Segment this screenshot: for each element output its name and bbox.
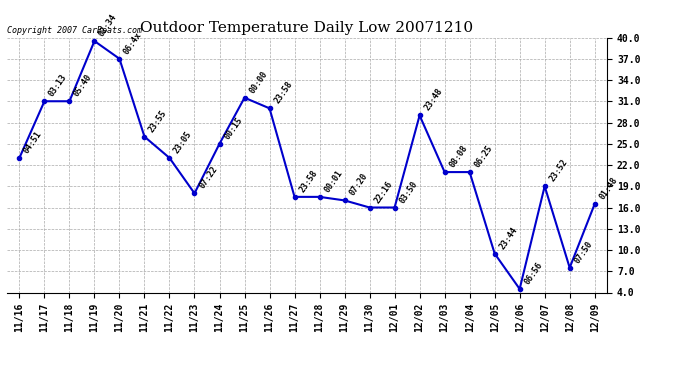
Text: 23:05: 23:05 — [172, 129, 194, 155]
Text: 07:20: 07:20 — [347, 172, 369, 198]
Text: 00:01: 00:01 — [322, 168, 344, 194]
Text: 03:13: 03:13 — [47, 73, 69, 99]
Text: 03:50: 03:50 — [397, 179, 419, 205]
Text: 07:22: 07:22 — [197, 165, 219, 190]
Text: 04:51: 04:51 — [22, 129, 44, 155]
Text: 23:58: 23:58 — [273, 80, 294, 105]
Text: 22:16: 22:16 — [373, 179, 394, 205]
Text: 23:58: 23:58 — [297, 168, 319, 194]
Text: 00:00: 00:00 — [247, 69, 269, 95]
Text: 06:56: 06:56 — [522, 261, 544, 286]
Text: Copyright 2007 CarBeats.com: Copyright 2007 CarBeats.com — [7, 26, 142, 35]
Title: Outdoor Temperature Daily Low 20071210: Outdoor Temperature Daily Low 20071210 — [141, 21, 473, 35]
Text: 07:50: 07:50 — [573, 239, 594, 265]
Text: 23:48: 23:48 — [422, 87, 444, 112]
Text: 05:40: 05:40 — [72, 73, 94, 99]
Text: 06:4x: 06:4x — [122, 30, 144, 56]
Text: 23:55: 23:55 — [147, 108, 169, 134]
Text: 00:15: 00:15 — [222, 116, 244, 141]
Text: 06:25: 06:25 — [473, 144, 494, 169]
Text: 23:44: 23:44 — [497, 225, 519, 251]
Text: 23:52: 23:52 — [547, 158, 569, 183]
Text: 02:34: 02:34 — [97, 13, 119, 38]
Text: 08:08: 08:08 — [447, 144, 469, 169]
Text: 01:48: 01:48 — [598, 176, 619, 201]
